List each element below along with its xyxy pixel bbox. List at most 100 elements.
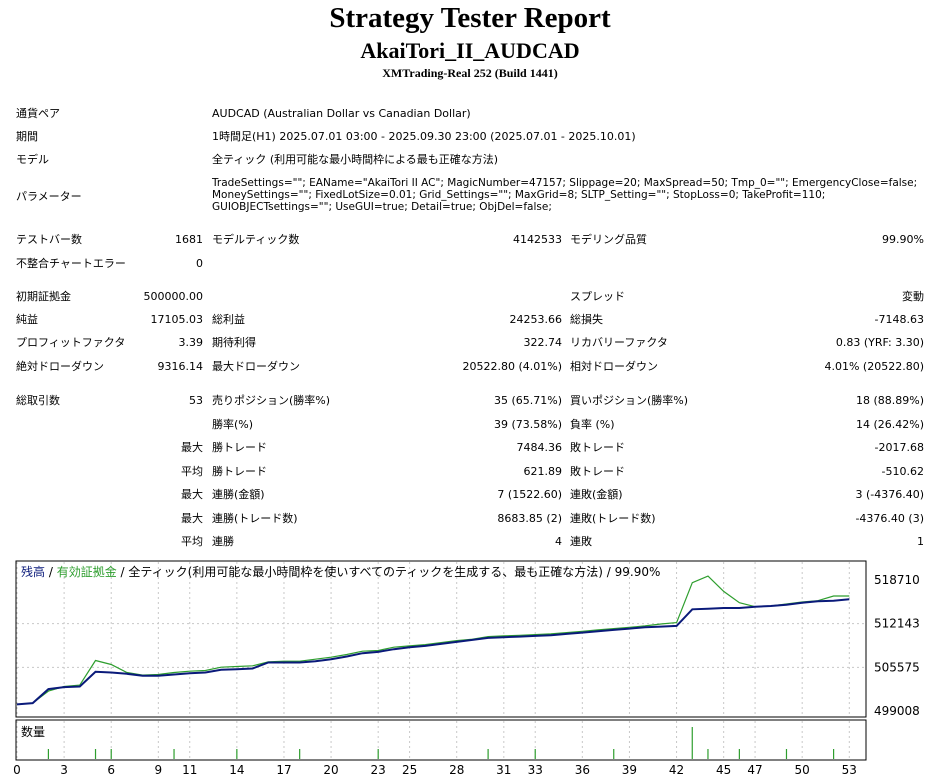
deposit-value: 500000.00 (143, 290, 204, 303)
gross-profit-label: 総利益 (212, 313, 245, 326)
payoff-label: 期待利得 (212, 336, 256, 349)
x-axis-labels: 0 3 6 9 11 14 17 20 23 25 28 31 33 36 39 42 45 47 50 53 (13, 763, 857, 777)
balance-series-line (16, 598, 850, 706)
y-axis-labels: 518710 512143 505575 499008 (874, 573, 920, 718)
rel-dd-value: 4.01% (20522.80) (824, 360, 924, 373)
x-tick-label: 11 (182, 763, 197, 777)
y-tick-label: 518710 (874, 573, 920, 587)
y-tick-label: 499008 (874, 704, 920, 718)
x-tick-label: 33 (528, 763, 543, 777)
max-cons-losses-value: 3 (-4376.40) (855, 488, 924, 501)
quality-value: 99.90% (882, 233, 924, 246)
pair-value: AUDCAD (Australian Dollar vs Canadian Do… (212, 107, 471, 120)
x-tick-label: 20 (323, 763, 338, 777)
max-cons-wins-value: 7 (1522.60) (497, 488, 562, 501)
max-dd-label: 最大ドローダウン (212, 360, 300, 373)
params-value: TradeSettings=""; EAName="AkaiTori II AC… (212, 177, 918, 213)
abs-dd-value: 9316.14 (157, 360, 204, 373)
x-tick-label: 0 (13, 763, 21, 777)
avg-cons-losses-value: 1 (917, 535, 924, 548)
max-cons-losses-label: 連敗(金額) (570, 488, 623, 501)
win-rate-value: 39 (73.58%) (493, 418, 562, 431)
avg-win-label: 勝トレード (212, 465, 267, 478)
x-tick-label: 17 (276, 763, 291, 777)
max-cons-loss-label: 連敗(トレード数) (570, 512, 656, 525)
max-label-3: 最大 (181, 512, 203, 525)
max-dd-value: 20522.80 (4.01%) (462, 360, 562, 373)
x-tick-label: 3 (60, 763, 68, 777)
model-label: モデル (16, 153, 49, 166)
spread-label: スプレッド (570, 290, 625, 303)
x-tick-label: 14 (229, 763, 244, 777)
loss-rate-label: 負率 (%) (570, 418, 615, 431)
balance-chart: 残高 / 有効証拠金 / 全ティック(利用可能な最小時間枠を使いすべてのティック… (13, 560, 920, 777)
largest-win-label: 勝トレード (212, 441, 267, 454)
report-subtitle: AkaiTori_II_AUDCAD (360, 38, 580, 63)
params-label: パラメーター (16, 190, 82, 203)
avg-loss-value: -510.62 (881, 465, 924, 478)
gross-profit-value: 24253.66 (509, 313, 563, 326)
mismatch-label: 不整合チャートエラー (16, 257, 126, 270)
bars-value: 1681 (175, 233, 203, 246)
gross-loss-label: 総損失 (570, 313, 603, 326)
x-tick-label: 9 (155, 763, 163, 777)
x-tick-label: 39 (622, 763, 637, 777)
legend-model: 全ティック(利用可能な最小時間枠を使いすべてのティックを生成する、最も正確な方法… (128, 564, 603, 579)
mismatch-value: 0 (196, 257, 203, 270)
bars-label: テストバー数 (16, 233, 82, 246)
avg-label-2: 平均 (181, 535, 203, 548)
pf-value: 3.39 (178, 336, 204, 349)
ticks-label: モデルティック数 (212, 233, 300, 246)
pf-label: プロフィットファクタ (16, 336, 126, 349)
legend-sep-3: / (603, 565, 615, 579)
legend-balance: 残高 (21, 564, 45, 579)
x-tick-label: 36 (575, 763, 590, 777)
x-tick-label: 6 (107, 763, 115, 777)
trades-value: 53 (189, 394, 203, 407)
report-server: XMTrading-Real 252 (Build 1441) (382, 66, 558, 80)
legend-sep-1: / (45, 565, 57, 579)
deposit-label: 初期証拠金 (16, 290, 71, 303)
max-cons-wins-label: 連勝(金額) (212, 488, 265, 501)
x-tick-label: 47 (747, 763, 762, 777)
x-tick-label: 31 (496, 763, 511, 777)
volume-label: 数量 (21, 724, 45, 739)
x-tick-label: 45 (716, 763, 731, 777)
quality-label: モデリング品質 (570, 233, 647, 246)
long-value: 18 (88.89%) (855, 394, 924, 407)
rf-value: 0.83 (YRF: 3.30) (835, 336, 924, 349)
x-tick-label: 23 (371, 763, 386, 777)
largest-win-value: 7484.36 (516, 441, 563, 454)
short-label: 売りポジション(勝率%) (212, 394, 331, 407)
max-label-2: 最大 (181, 488, 203, 501)
payoff-value: 322.74 (523, 336, 563, 349)
legend-sep-2: / (117, 565, 129, 579)
period-label: 期間 (16, 130, 38, 143)
legend-quality: 99.90% (615, 565, 661, 579)
equity-series-line (16, 575, 850, 705)
avg-cons-wins-label: 連勝 (212, 535, 234, 548)
rel-dd-label: 相対ドローダウン (570, 360, 658, 373)
y-tick-label: 505575 (874, 660, 920, 674)
model-value: 全ティック (利用可能な最小時間枠による最も正確な方法) (212, 153, 499, 166)
main-plot-frame (15, 560, 867, 718)
volume-bars (47, 727, 835, 759)
abs-dd-label: 絶対ドローダウン (16, 360, 104, 373)
chart-legend: 残高 / 有効証拠金 / 全ティック(利用可能な最小時間枠を使いすべてのティック… (21, 564, 660, 579)
x-tick-label: 42 (669, 763, 684, 777)
largest-loss-value: -2017.68 (874, 441, 924, 454)
max-label-1: 最大 (181, 441, 203, 454)
y-tick-label: 512143 (874, 617, 920, 631)
max-cons-loss-value: -4376.40 (3) (855, 512, 924, 525)
short-value: 35 (65.71%) (493, 394, 562, 407)
max-cons-profit-label: 連勝(トレード数) (212, 512, 298, 525)
avg-cons-wins-value: 4 (555, 535, 562, 548)
net-value: 17105.03 (150, 313, 204, 326)
long-label: 買いポジション(勝率%) (570, 394, 689, 407)
win-rate-label: 勝率(%) (212, 418, 254, 431)
avg-win-value: 621.89 (523, 465, 563, 478)
loss-rate-value: 14 (26.42%) (855, 418, 924, 431)
ticks-value: 4142533 (513, 233, 562, 246)
spread-value: 変動 (902, 290, 924, 303)
period-value: 1時間足(H1) 2025.07.01 03:00 - 2025.09.30 2… (212, 130, 636, 143)
